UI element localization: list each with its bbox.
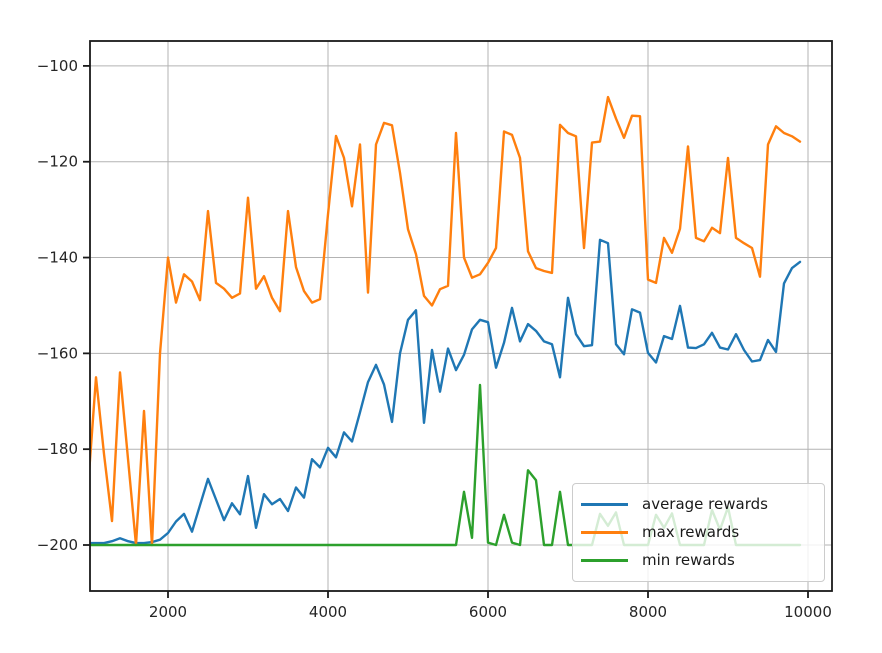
legend-item-average-rewards: average rewards (581, 490, 814, 518)
legend-label-average-rewards: average rewards (642, 494, 768, 513)
y-tick-label: −200 (37, 536, 78, 554)
y-tick-label: −100 (37, 57, 78, 75)
x-tick-label: 8000 (629, 603, 667, 621)
x-tick-label: 2000 (149, 603, 187, 621)
legend-swatch-max-rewards-icon (581, 530, 628, 534)
axes-frame (89, 40, 833, 592)
y-tick-label: −140 (37, 249, 78, 267)
x-tick-label: 4000 (309, 603, 347, 621)
legend-item-max-rewards: max rewards (581, 518, 814, 546)
legend-swatch-min-rewards-icon (581, 559, 628, 563)
x-tick-label: 6000 (469, 603, 507, 621)
max-rewards-line (90, 95, 802, 547)
legend: average rewards max rewards min rewards (572, 483, 825, 582)
y-tick-label: −120 (37, 153, 78, 171)
y-tick-label: −160 (37, 344, 78, 362)
legend-item-min-rewards: min rewards (581, 547, 814, 575)
legend-swatch-average-rewards-icon (581, 502, 628, 506)
x-tick-label: 10000 (784, 603, 832, 621)
legend-label-max-rewards: max rewards (642, 522, 740, 541)
legend-label-min-rewards: min rewards (642, 551, 735, 570)
average-rewards-line (90, 238, 802, 545)
y-tick-label: −180 (37, 440, 78, 458)
